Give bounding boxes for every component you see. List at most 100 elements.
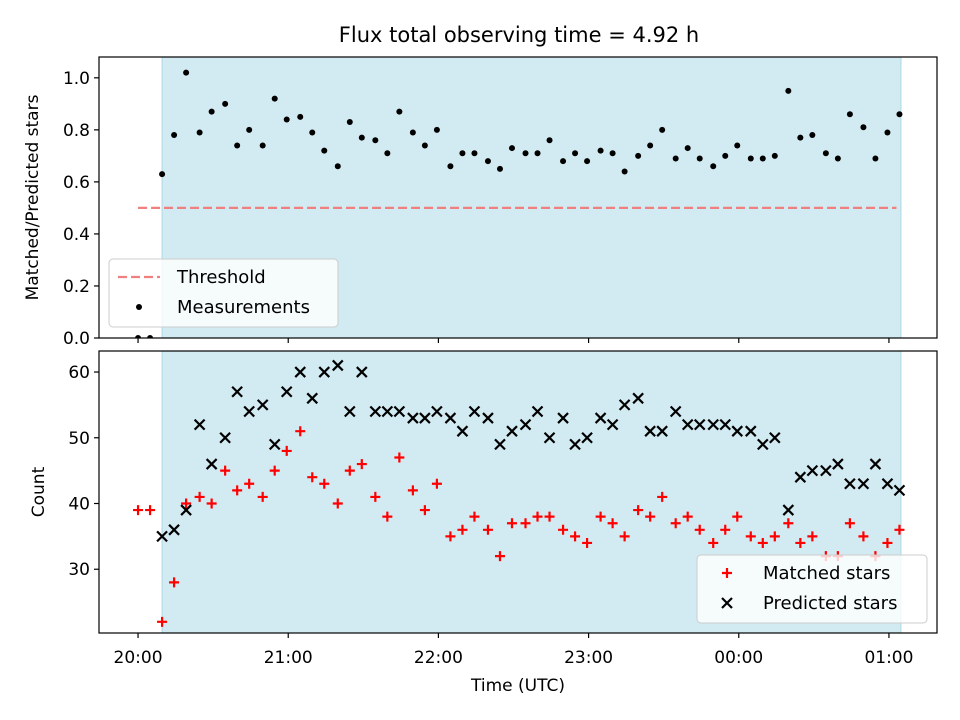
data-point bbox=[572, 150, 579, 157]
matched-point bbox=[206, 498, 217, 509]
matched-point bbox=[232, 485, 243, 496]
y-axis-label: Matched/Predicted stars bbox=[23, 94, 43, 300]
data-point bbox=[372, 137, 379, 144]
data-point bbox=[283, 116, 290, 123]
matched-point bbox=[157, 616, 168, 627]
matched-point bbox=[844, 518, 855, 529]
matched-point bbox=[394, 452, 405, 463]
matched-point bbox=[494, 551, 505, 562]
data-point bbox=[358, 134, 365, 141]
predicted-point bbox=[256, 399, 269, 411]
axes-frame bbox=[98, 56, 938, 339]
y-tick-label: 0.8 bbox=[63, 121, 90, 141]
matched-point bbox=[169, 577, 180, 588]
data-point bbox=[896, 111, 903, 118]
data-point bbox=[621, 168, 628, 175]
x-tick-label: 22:00 bbox=[414, 648, 463, 668]
data-point bbox=[321, 147, 328, 154]
predicted-point bbox=[618, 399, 631, 411]
predicted-point bbox=[306, 392, 319, 405]
x-tick-label: 00:00 bbox=[714, 648, 763, 668]
legend-measurement-label: Measurements bbox=[177, 297, 310, 318]
legend-top: Threshold Measurements bbox=[108, 258, 339, 328]
matched-point bbox=[544, 511, 555, 522]
y-axis-label: Count bbox=[29, 466, 49, 517]
data-point bbox=[433, 126, 440, 133]
matched-point bbox=[783, 518, 794, 529]
matched-point bbox=[732, 511, 743, 522]
predicted-point bbox=[857, 478, 870, 490]
matched-point bbox=[858, 531, 869, 542]
predicted-point bbox=[519, 418, 532, 431]
legend-predicted-label: Predicted stars bbox=[763, 593, 897, 614]
data-point bbox=[672, 155, 679, 162]
predicted-point bbox=[581, 431, 593, 444]
matched-point bbox=[894, 524, 905, 535]
series-matched-stars bbox=[133, 426, 905, 627]
data-point bbox=[183, 69, 190, 76]
data-point bbox=[396, 108, 403, 115]
predicted-point bbox=[893, 484, 906, 497]
data-point bbox=[208, 108, 215, 115]
matched-point bbox=[220, 465, 231, 476]
matched-point bbox=[145, 505, 156, 516]
data-point bbox=[722, 152, 729, 159]
data-point bbox=[196, 129, 203, 136]
legend-matched-swatch bbox=[722, 568, 732, 578]
predicted-point bbox=[757, 438, 769, 451]
data-point bbox=[710, 163, 717, 170]
data-point bbox=[409, 129, 416, 136]
data-point bbox=[534, 150, 541, 157]
matched-point bbox=[370, 491, 381, 502]
predicted-point bbox=[468, 405, 481, 418]
matched-point bbox=[558, 524, 569, 535]
legend-bottom: Matched stars Predicted stars bbox=[696, 554, 928, 624]
matched-point bbox=[769, 531, 780, 542]
matched-point bbox=[720, 524, 731, 535]
matched-point bbox=[520, 518, 531, 529]
series-predicted-stars bbox=[156, 359, 906, 543]
x-axis-label: Time (UTC) bbox=[470, 676, 565, 696]
predicted-point bbox=[381, 405, 394, 418]
matched-point bbox=[795, 537, 806, 548]
data-point bbox=[271, 95, 278, 102]
predicted-point bbox=[219, 431, 231, 444]
y-tick-label: 60 bbox=[68, 363, 90, 383]
data-point bbox=[747, 155, 754, 162]
predicted-point bbox=[844, 478, 856, 490]
data-point bbox=[647, 142, 654, 149]
predicted-point bbox=[745, 425, 757, 437]
data-point bbox=[496, 165, 503, 172]
predicted-point bbox=[881, 478, 894, 490]
predicted-point bbox=[444, 412, 457, 424]
predicted-point bbox=[606, 418, 619, 431]
predicted-point bbox=[769, 431, 781, 444]
matched-point bbox=[607, 518, 618, 529]
predicted-point bbox=[707, 418, 720, 431]
matched-point bbox=[295, 426, 306, 437]
matched-point bbox=[694, 524, 705, 535]
y-tick-label: 0.6 bbox=[63, 173, 90, 193]
predicted-point bbox=[782, 504, 795, 516]
y-tick-label: 30 bbox=[68, 560, 90, 580]
data-point bbox=[234, 142, 241, 149]
matched-point bbox=[595, 511, 606, 522]
matched-point bbox=[269, 465, 280, 476]
predicted-point bbox=[644, 425, 656, 437]
data-point bbox=[822, 150, 829, 157]
data-point bbox=[171, 132, 178, 139]
matched-point bbox=[645, 511, 656, 522]
matched-point bbox=[344, 465, 355, 476]
y-tick-label: 40 bbox=[68, 495, 90, 515]
y-tick-label: 1.0 bbox=[63, 69, 90, 89]
matched-point bbox=[657, 491, 668, 502]
legend-threshold-label: Threshold bbox=[176, 267, 266, 288]
data-point bbox=[696, 155, 703, 162]
predicted-point bbox=[205, 458, 218, 470]
matched-point bbox=[307, 472, 318, 483]
data-point bbox=[846, 111, 853, 118]
predicted-point bbox=[156, 530, 168, 543]
predicted-point bbox=[731, 425, 744, 437]
x-tick-label: 21:00 bbox=[264, 648, 313, 668]
